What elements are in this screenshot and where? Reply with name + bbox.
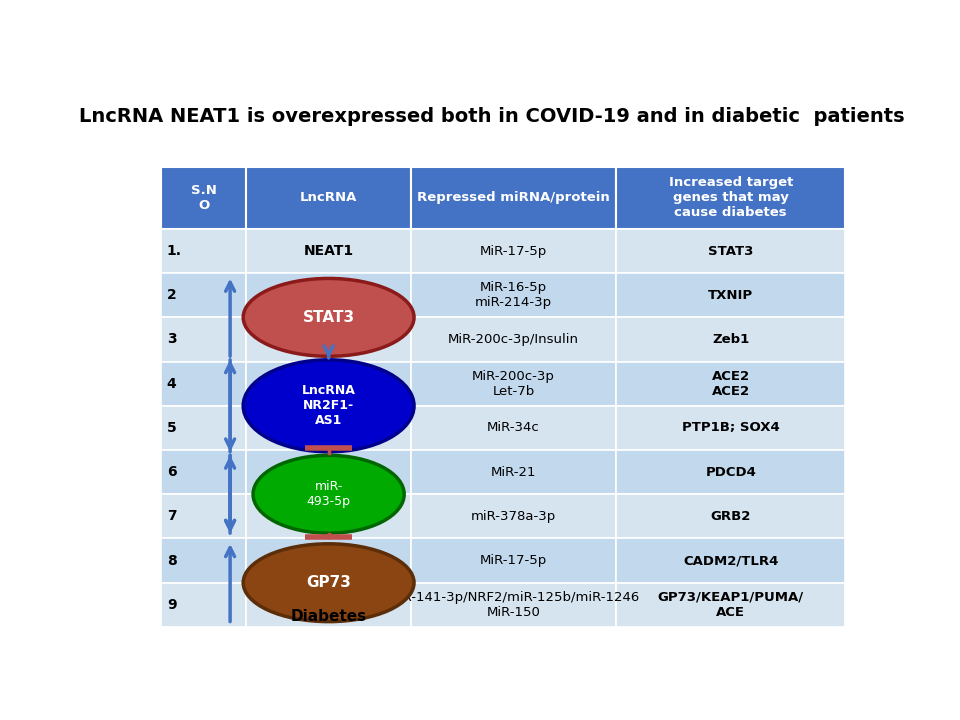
Text: MiR-17-5p: MiR-17-5p [480, 245, 547, 258]
Text: GP73: GP73 [306, 575, 351, 590]
Bar [161, 494, 247, 539]
Bar [411, 450, 616, 494]
Text: 2: 2 [167, 288, 177, 302]
Bar [161, 539, 247, 582]
Text: 3: 3 [167, 333, 177, 346]
Bar [247, 361, 411, 406]
Text: STAT3: STAT3 [708, 245, 754, 258]
Bar [616, 361, 846, 406]
Text: PTP1B; SOX4: PTP1B; SOX4 [682, 421, 780, 434]
Bar [616, 229, 846, 273]
Bar [161, 582, 247, 627]
Bar [616, 167, 846, 229]
Bar [161, 406, 247, 450]
Bar [616, 450, 846, 494]
Bar [161, 450, 247, 494]
Text: MiR-34c: MiR-34c [487, 421, 540, 434]
Bar [247, 167, 411, 229]
Bar [247, 318, 411, 361]
Text: 9: 9 [167, 598, 177, 612]
Bar [247, 450, 411, 494]
Text: miR-141-3p/NRF2/miR-125b/miR-1246
MiR-150: miR-141-3p/NRF2/miR-125b/miR-1246 MiR-15… [387, 591, 640, 618]
Bar [616, 494, 846, 539]
Text: 7: 7 [167, 509, 177, 523]
Text: 8: 8 [167, 554, 177, 567]
Text: 6: 6 [167, 465, 177, 479]
Text: LncRNA
NR2F1-
AS1: LncRNA NR2F1- AS1 [301, 384, 355, 427]
Bar [616, 539, 846, 582]
Ellipse shape [253, 455, 404, 534]
Bar [411, 361, 616, 406]
Text: miR-378a-3p: miR-378a-3p [470, 510, 556, 523]
Bar [247, 273, 411, 318]
Ellipse shape [243, 360, 414, 452]
Bar [247, 539, 411, 582]
Bar [247, 229, 411, 273]
Bar [616, 273, 846, 318]
Text: MiR-16-5p
miR-214-3p: MiR-16-5p miR-214-3p [475, 282, 552, 310]
Text: GRB2: GRB2 [710, 510, 751, 523]
Bar [411, 539, 616, 582]
Bar [247, 494, 411, 539]
Bar [616, 406, 846, 450]
Text: LncRNA: LncRNA [300, 192, 357, 204]
Ellipse shape [243, 544, 414, 621]
Text: Diabetes: Diabetes [291, 609, 367, 624]
Text: MiR-21: MiR-21 [491, 466, 537, 479]
Bar [411, 494, 616, 539]
Text: CADM2/TLR4: CADM2/TLR4 [684, 554, 779, 567]
Text: MiR-17-5p: MiR-17-5p [480, 554, 547, 567]
Bar [411, 318, 616, 361]
Bar [411, 273, 616, 318]
Ellipse shape [243, 279, 414, 356]
Text: 5: 5 [167, 421, 177, 435]
Bar [161, 318, 247, 361]
Bar [411, 167, 616, 229]
Text: PDCD4: PDCD4 [706, 466, 756, 479]
Bar [161, 361, 247, 406]
Text: ACE2
ACE2: ACE2 ACE2 [711, 369, 750, 397]
Text: NEAT1: NEAT1 [303, 244, 353, 258]
Bar [161, 167, 247, 229]
Text: TXNIP: TXNIP [708, 289, 754, 302]
Text: Repressed miRNA/protein: Repressed miRNA/protein [417, 192, 610, 204]
Text: GP73/KEAP1/PUMA/
ACE: GP73/KEAP1/PUMA/ ACE [658, 591, 804, 618]
Bar [247, 582, 411, 627]
Text: 4: 4 [167, 377, 177, 391]
Bar [616, 318, 846, 361]
Text: Zeb1: Zeb1 [712, 333, 750, 346]
Text: STAT3: STAT3 [302, 310, 354, 325]
Bar [411, 582, 616, 627]
Text: 1.: 1. [167, 244, 181, 258]
Text: LncRNA NEAT1 is overexpressed both in COVID-19 and in diabetic  patients: LncRNA NEAT1 is overexpressed both in CO… [79, 107, 905, 127]
Bar [161, 273, 247, 318]
Bar [411, 229, 616, 273]
Bar [161, 229, 247, 273]
Bar [411, 406, 616, 450]
Bar [247, 406, 411, 450]
Text: S.N
O: S.N O [191, 184, 217, 212]
Text: MiR-200c-3p/Insulin: MiR-200c-3p/Insulin [448, 333, 579, 346]
Text: miR-
493-5p: miR- 493-5p [306, 480, 350, 508]
Bar [616, 582, 846, 627]
Text: MiR-200c-3p
Let-7b: MiR-200c-3p Let-7b [472, 369, 555, 397]
Text: Increased target
genes that may
cause diabetes: Increased target genes that may cause di… [668, 176, 793, 220]
